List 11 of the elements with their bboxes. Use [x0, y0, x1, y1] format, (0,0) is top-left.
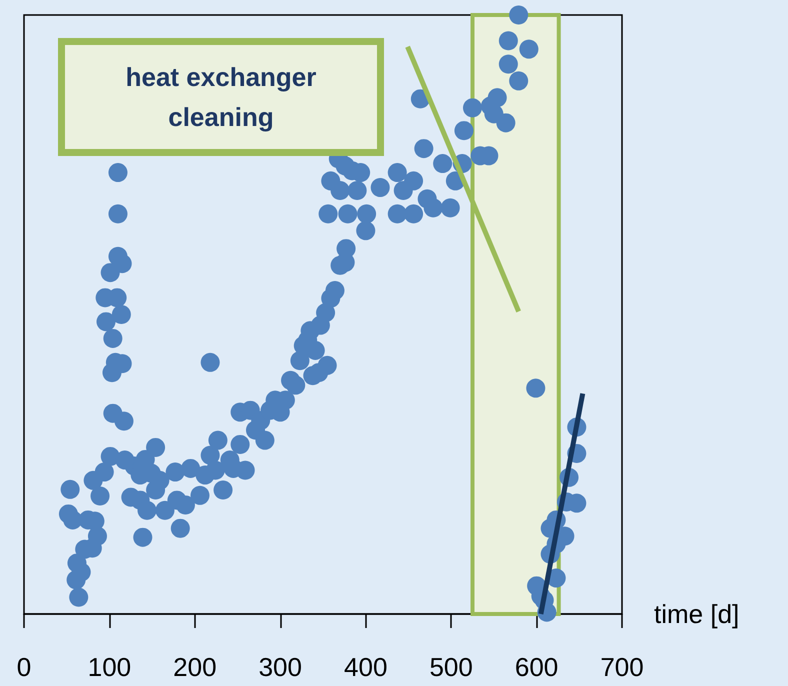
- x-tick-label: 100: [88, 652, 132, 682]
- x-tick-label: 200: [173, 652, 217, 682]
- x-tick-label: 300: [258, 652, 302, 682]
- callout-box: heat exchanger cleaning: [58, 38, 384, 156]
- x-tick-label: 600: [514, 652, 558, 682]
- x-tick-label: 500: [429, 652, 473, 682]
- annotation: heat exchanger cleaning: [124, 61, 318, 134]
- x-tick-label: 700: [600, 652, 644, 682]
- x-axis-title: time [d]: [654, 599, 740, 629]
- x-tick-label: 400: [344, 652, 388, 682]
- x-tick-label: 0: [16, 652, 32, 682]
